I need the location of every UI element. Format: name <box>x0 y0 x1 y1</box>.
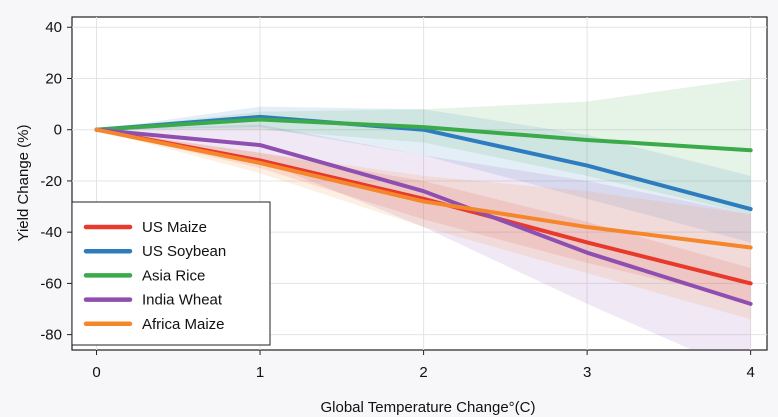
us-maize-band <box>96 129 751 302</box>
x-tick-label: 1 <box>256 364 264 381</box>
y-tick-label: 0 <box>54 122 62 139</box>
y-axis-ticks: 40 20 0 -20 -40 -60 -80 <box>40 19 72 344</box>
africa-maize-band <box>96 129 751 320</box>
grid <box>72 17 767 350</box>
y-tick-label: -40 <box>40 224 62 241</box>
y-tick-label: 40 <box>45 19 62 36</box>
y-tick-label: -20 <box>40 173 62 190</box>
india-wheat-band <box>96 124 751 350</box>
x-tick-label: 3 <box>583 364 591 381</box>
x-tick-label: 0 <box>92 364 100 381</box>
africa-maize-legend-label: Africa Maize <box>142 316 225 333</box>
africa-maize-line <box>94 127 753 250</box>
y-tick-label: -60 <box>40 275 62 292</box>
india-wheat-legend-label: India Wheat <box>142 292 223 309</box>
x-tick-label: 2 <box>419 364 427 381</box>
x-axis-ticks: 0 1 2 3 4 <box>92 350 755 381</box>
asia-rice-line <box>94 117 753 153</box>
asia-rice-legend-label: Asia Rice <box>142 267 205 284</box>
x-axis-title: Global Temperature Change°(C) <box>321 399 536 416</box>
y-tick-label: -80 <box>40 327 62 344</box>
y-tick-label: 20 <box>45 70 62 87</box>
asia-rice-band <box>96 78 751 215</box>
india-wheat-line <box>94 127 753 306</box>
series-lines <box>94 114 753 306</box>
y-axis-title: Yield Change (%) <box>15 124 32 241</box>
x-tick-label: 4 <box>746 364 754 381</box>
legend: US Maize US Soybean Asia Rice India Wheat Af… <box>71 201 271 346</box>
us-maize-legend-label: US Maize <box>142 219 207 236</box>
us-soybean-legend-label: US Soybean <box>142 243 226 260</box>
